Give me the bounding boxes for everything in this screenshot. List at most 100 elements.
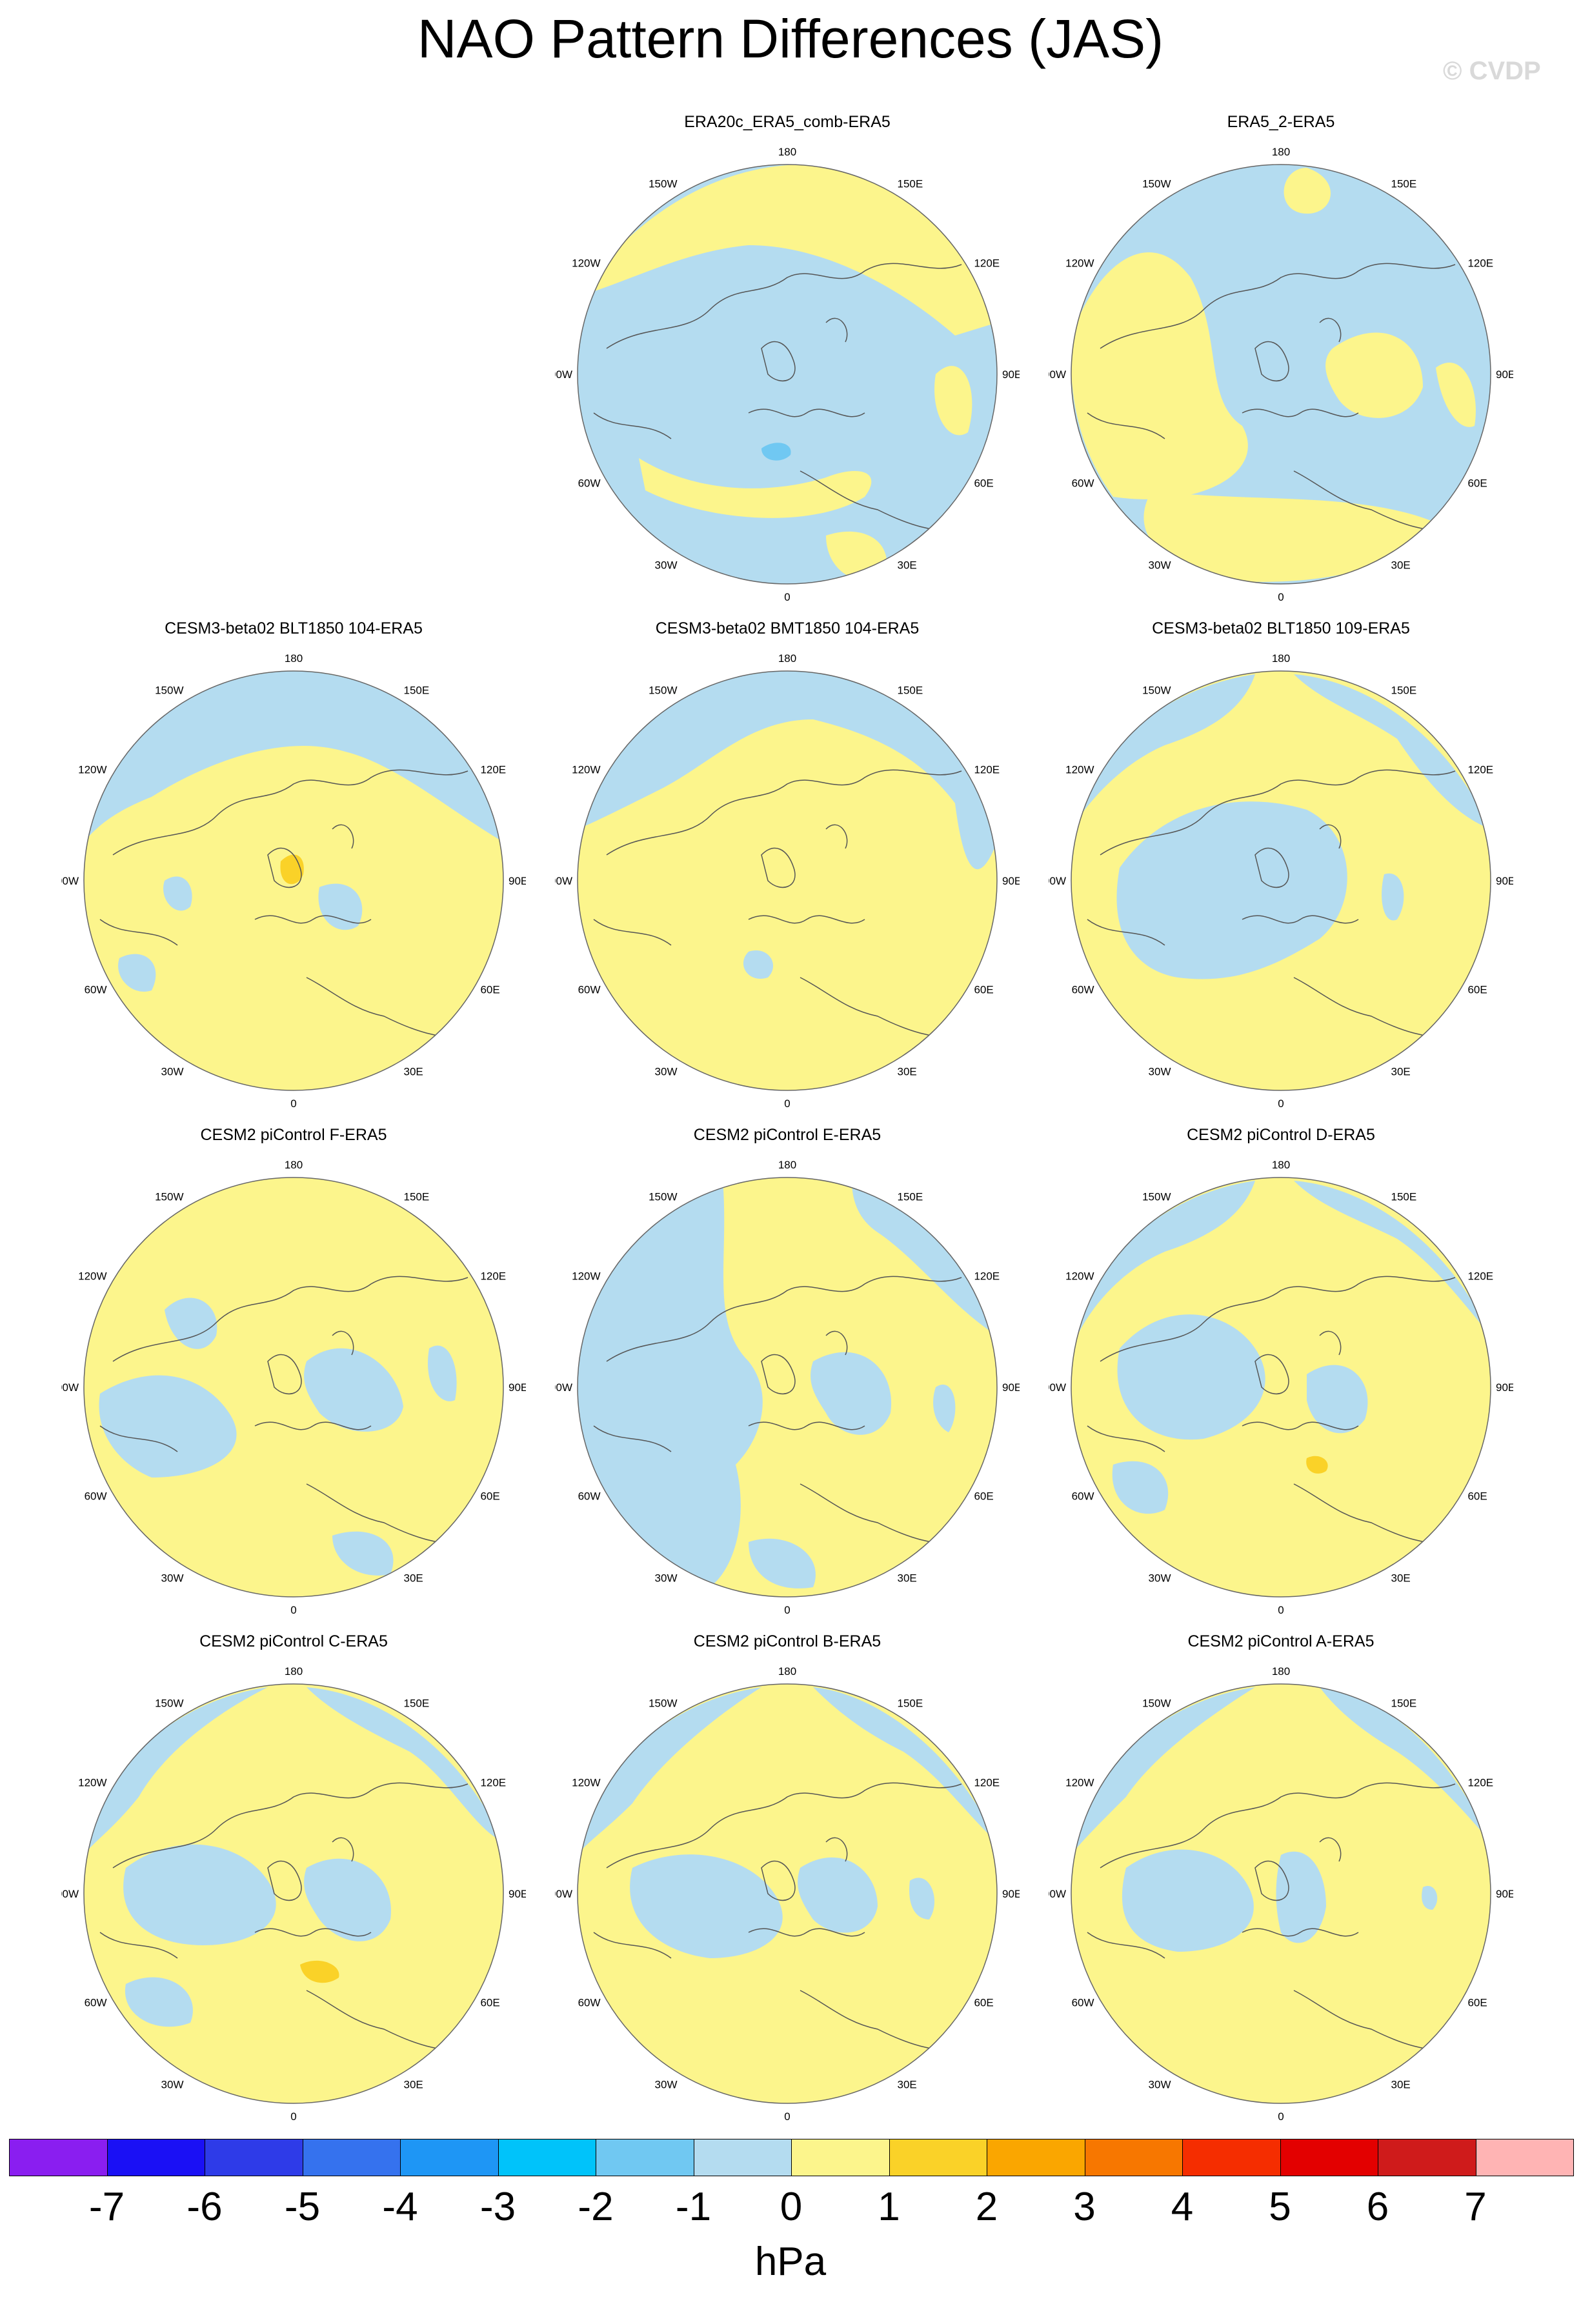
polar-map: 180 0 90W 90E 150W 150E 120W 120E 60W 60E 30W 30E	[1049, 146, 1513, 603]
colorbar-label: 5	[1269, 2185, 1291, 2229]
longitude-label: 120E	[1467, 1777, 1493, 1789]
longitude-label: 90W	[1049, 1381, 1066, 1394]
longitude-label: 90W	[61, 1888, 79, 1900]
polar-map: 180 0 90W 90E 150W 150E 120W 120E 60W 60E 30W 30E	[1049, 1665, 1513, 2123]
longitude-label: 120E	[480, 764, 506, 776]
longitude-label: 150E	[1391, 685, 1417, 697]
coastline	[99, 769, 475, 1038]
anomaly-region	[1436, 363, 1476, 427]
panel-title: ERA20c_ERA5_comb-ERA5	[684, 113, 891, 131]
longitude-label: 90W	[1049, 875, 1066, 887]
coastline	[1087, 769, 1462, 1038]
colorbar	[9, 2139, 1574, 2178]
colorbar-swatch	[498, 2139, 596, 2176]
colorbar-swatch	[1475, 2139, 1574, 2176]
colorbar-swatch	[1182, 2139, 1281, 2176]
colorbar-swatch	[302, 2139, 401, 2176]
longitude-label: 150E	[404, 1191, 430, 1203]
longitude-label: 0	[784, 1097, 790, 1110]
anomaly-region	[813, 1687, 997, 1842]
anomaly-region	[123, 1844, 276, 1945]
longitude-label: 60E	[974, 477, 993, 490]
polar-map: 180 0 90W 90E 150W 150E 120W 120E 60W 60E 30W 30E	[555, 1159, 1020, 1616]
longitude-label: 60W	[578, 477, 601, 490]
colorbar-swatch	[596, 2139, 694, 2176]
map-panel: CESM3-beta02 BLT1850 109-ERA5180090W90E1…	[1049, 619, 1513, 1110]
longitude-label: 90W	[555, 1888, 572, 1900]
map-border	[83, 1683, 504, 2104]
coastline	[593, 769, 969, 1038]
anomaly-region	[743, 950, 774, 979]
anomaly-region	[318, 883, 363, 930]
longitude-label: 90W	[61, 875, 79, 887]
map-panel: CESM2 piControl F-ERA5 180 0 90W 90E 150W 150E…	[61, 1126, 526, 1616]
anomaly-region	[163, 876, 192, 911]
longitude-label: 120E	[1467, 257, 1493, 270]
longitude-label: 150W	[155, 685, 183, 697]
longitude-label: 90E	[509, 1888, 526, 1900]
longitude-label: 30E	[404, 1065, 423, 1077]
map-panel: CESM2 piControl B-ERA5 180 0 90W 90E 150W 150E…	[555, 1632, 1020, 2123]
longitude-label: 120W	[78, 764, 106, 776]
longitude-label: 30W	[655, 2078, 678, 2090]
map-background	[1071, 1177, 1491, 1597]
map-panel: CESM2 piControl A-ERA5 180 0 90W 90E 150W 150E…	[1049, 1632, 1513, 2123]
longitude-label: 180	[285, 1665, 303, 1678]
panel-title: CESM2 piControl D-ERA5	[1187, 1126, 1375, 1144]
anomaly-region	[852, 1181, 997, 1336]
anomaly-region	[1071, 674, 1255, 829]
longitude-label: 30W	[1149, 1572, 1171, 1584]
longitude-label: 150W	[649, 685, 677, 697]
colorbar-label: -1	[675, 2185, 712, 2229]
colorbar-swatch	[1280, 2139, 1378, 2176]
panel-title: CESM2 piControl A-ERA5	[1187, 1632, 1375, 1650]
longitude-label: 90W	[61, 1381, 79, 1394]
anomaly-region	[1382, 873, 1404, 921]
longitude-label: 30E	[1391, 2078, 1411, 2090]
longitude-label: 180	[1272, 1665, 1290, 1678]
polar-map: 180 0 90W 90E 150W 150E 120W 120E 60W 60E 30W 30E	[555, 146, 1020, 603]
map-panel: CESM3-beta02 BLT1850 104-ERA5180090W90E1…	[61, 619, 526, 1110]
map-border	[1071, 1177, 1491, 1598]
longitude-label: 180	[1272, 652, 1290, 665]
longitude-label: 60W	[1072, 1997, 1094, 2009]
longitude-label: 30W	[655, 559, 678, 571]
longitude-label: 30E	[1391, 559, 1411, 571]
longitude-label: 90W	[555, 368, 572, 381]
longitude-label: 90W	[555, 1381, 572, 1394]
colorbar-label: 3	[1073, 2185, 1096, 2229]
longitude-label: 90E	[509, 875, 526, 887]
colorbar-label: 6	[1366, 2185, 1389, 2229]
longitude-label: 180	[1272, 1159, 1290, 1171]
longitude-label: 0	[1278, 1097, 1284, 1110]
longitude-label: 90W	[1049, 368, 1066, 381]
longitude-label: 30E	[1391, 1065, 1411, 1077]
longitude-label: 120W	[1065, 1270, 1094, 1283]
longitude-label: 60E	[480, 1997, 499, 2009]
map-border	[577, 164, 998, 585]
map-panel: CESM3-beta02 BMT1850 104-ERA5180090W90E1…	[555, 619, 1020, 1110]
anomaly-region	[639, 458, 872, 518]
longitude-label: 150E	[404, 685, 430, 697]
colorbar-label: 7	[1464, 2185, 1487, 2229]
anomaly-region	[933, 1385, 956, 1432]
anomaly-region	[578, 1181, 763, 1587]
longitude-label: 120E	[480, 1270, 506, 1283]
longitude-label: 180	[778, 1665, 796, 1678]
longitude-label: 90E	[1002, 368, 1020, 381]
longitude-label: 30W	[655, 1572, 678, 1584]
longitude-label: 60W	[578, 1490, 601, 1503]
anomaly-region	[811, 1352, 892, 1435]
anomaly-region	[1112, 1461, 1169, 1514]
colorbar-label: -6	[186, 2185, 223, 2229]
longitude-label: 60W	[578, 1997, 601, 2009]
watermark: © CVDP	[1443, 57, 1541, 85]
colorbar-swatch	[1084, 2139, 1183, 2176]
longitude-label: 90E	[1496, 368, 1513, 381]
longitude-label: 120W	[78, 1777, 106, 1789]
anomaly-region	[428, 1345, 457, 1401]
longitude-label: 150W	[1142, 1698, 1171, 1710]
anomaly-region	[1276, 1851, 1326, 1943]
longitude-label: 0	[290, 1097, 296, 1110]
longitude-label: 150W	[1142, 1191, 1171, 1203]
